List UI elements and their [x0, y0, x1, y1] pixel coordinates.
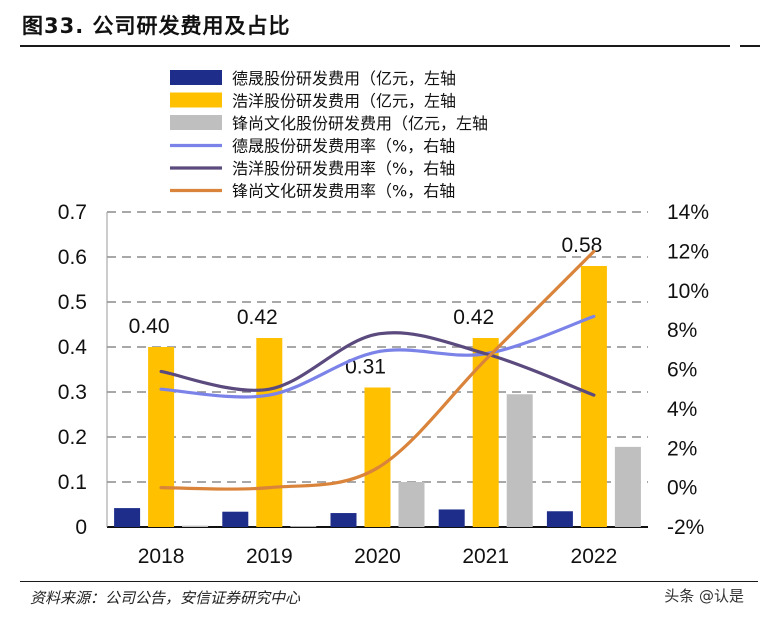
left-tick-label: 0 — [75, 516, 87, 539]
legend-label: 德晟股份研发费用率（%，右轴 — [232, 137, 455, 156]
bar-3 — [290, 526, 317, 527]
x-tick-label: 2019 — [246, 545, 293, 568]
right-tick-label: 10% — [667, 280, 709, 303]
left-tick-label: 0.5 — [58, 291, 87, 314]
bar-2 — [256, 338, 283, 527]
legend-swatch — [170, 92, 222, 108]
bar-data-label: 0.31 — [345, 356, 386, 379]
left-tick-label: 0.3 — [58, 381, 87, 404]
bar-1 — [438, 509, 465, 527]
right-tick-label: 2% — [667, 437, 697, 460]
left-tick-label: 0.1 — [58, 471, 87, 494]
x-tick-label: 2020 — [354, 545, 401, 568]
right-tick-label: 8% — [667, 319, 697, 342]
bar-2 — [472, 338, 499, 527]
chart-title: 图33. 公司研发费用及占比 — [22, 14, 291, 38]
bar-1 — [114, 508, 141, 527]
left-tick-label: 0.7 — [58, 201, 87, 224]
bar-3 — [398, 482, 425, 527]
left-tick-label: 0.6 — [58, 246, 87, 269]
bar-1 — [546, 511, 573, 527]
left-tick-label: 0.4 — [58, 336, 88, 359]
bar-2 — [364, 387, 391, 527]
bar-1 — [330, 513, 357, 527]
x-tick-label: 2022 — [571, 545, 618, 568]
top-rule-right — [740, 45, 760, 47]
x-tick-label: 2021 — [462, 545, 509, 568]
bottom-rule — [20, 581, 758, 582]
right-tick-label: 0% — [667, 477, 697, 500]
legend-label: 锋尚文化研发费用率（%，右轴 — [232, 182, 455, 201]
bar-2 — [148, 347, 175, 527]
right-tick-label: 12% — [667, 240, 709, 263]
bar-3 — [182, 525, 209, 527]
line-series-1 — [159, 314, 596, 399]
chart: 0 0.1 0.2 0.3 0.4 0.5 0.6 0.7 -2% 0% 2% 4% 6% 8% 10% 12… — [58, 69, 709, 568]
bar-data-label: 0.42 — [237, 306, 278, 329]
bar-data-label: 0.40 — [129, 315, 170, 338]
left-tick-label: 0.2 — [58, 426, 87, 449]
bar-data-label: 0.58 — [561, 234, 602, 257]
legend-label: 德晟股份研发费用（亿元，左轴 — [232, 69, 456, 88]
bar-3 — [506, 394, 533, 527]
legend-swatch — [170, 70, 222, 85]
legend-label: 锋尚文化股份研发费用（亿元，左轴 — [232, 114, 488, 133]
right-tick-label: 4% — [667, 398, 697, 421]
legend-swatch — [170, 115, 222, 130]
right-tick-label: 6% — [667, 359, 697, 382]
bar-1 — [222, 511, 249, 527]
legend-label: 浩洋股份研发费用（亿元，左轴 — [232, 92, 456, 111]
legend-label: 浩洋股份研发费用率（%，右轴 — [232, 159, 455, 178]
x-tick-label: 2018 — [138, 545, 185, 568]
source-note: 资料来源：公司公告，安信证券研究中心 — [30, 589, 301, 607]
bar-data-label: 0.42 — [453, 306, 494, 329]
right-tick-label: 14% — [667, 201, 709, 224]
right-tick-label: -2% — [667, 516, 704, 539]
line-series-3 — [159, 249, 596, 491]
bar-3 — [614, 446, 641, 527]
line-series-2 — [159, 331, 596, 397]
watermark: 头条 @认是 — [664, 587, 744, 605]
top-rule — [20, 45, 730, 47]
